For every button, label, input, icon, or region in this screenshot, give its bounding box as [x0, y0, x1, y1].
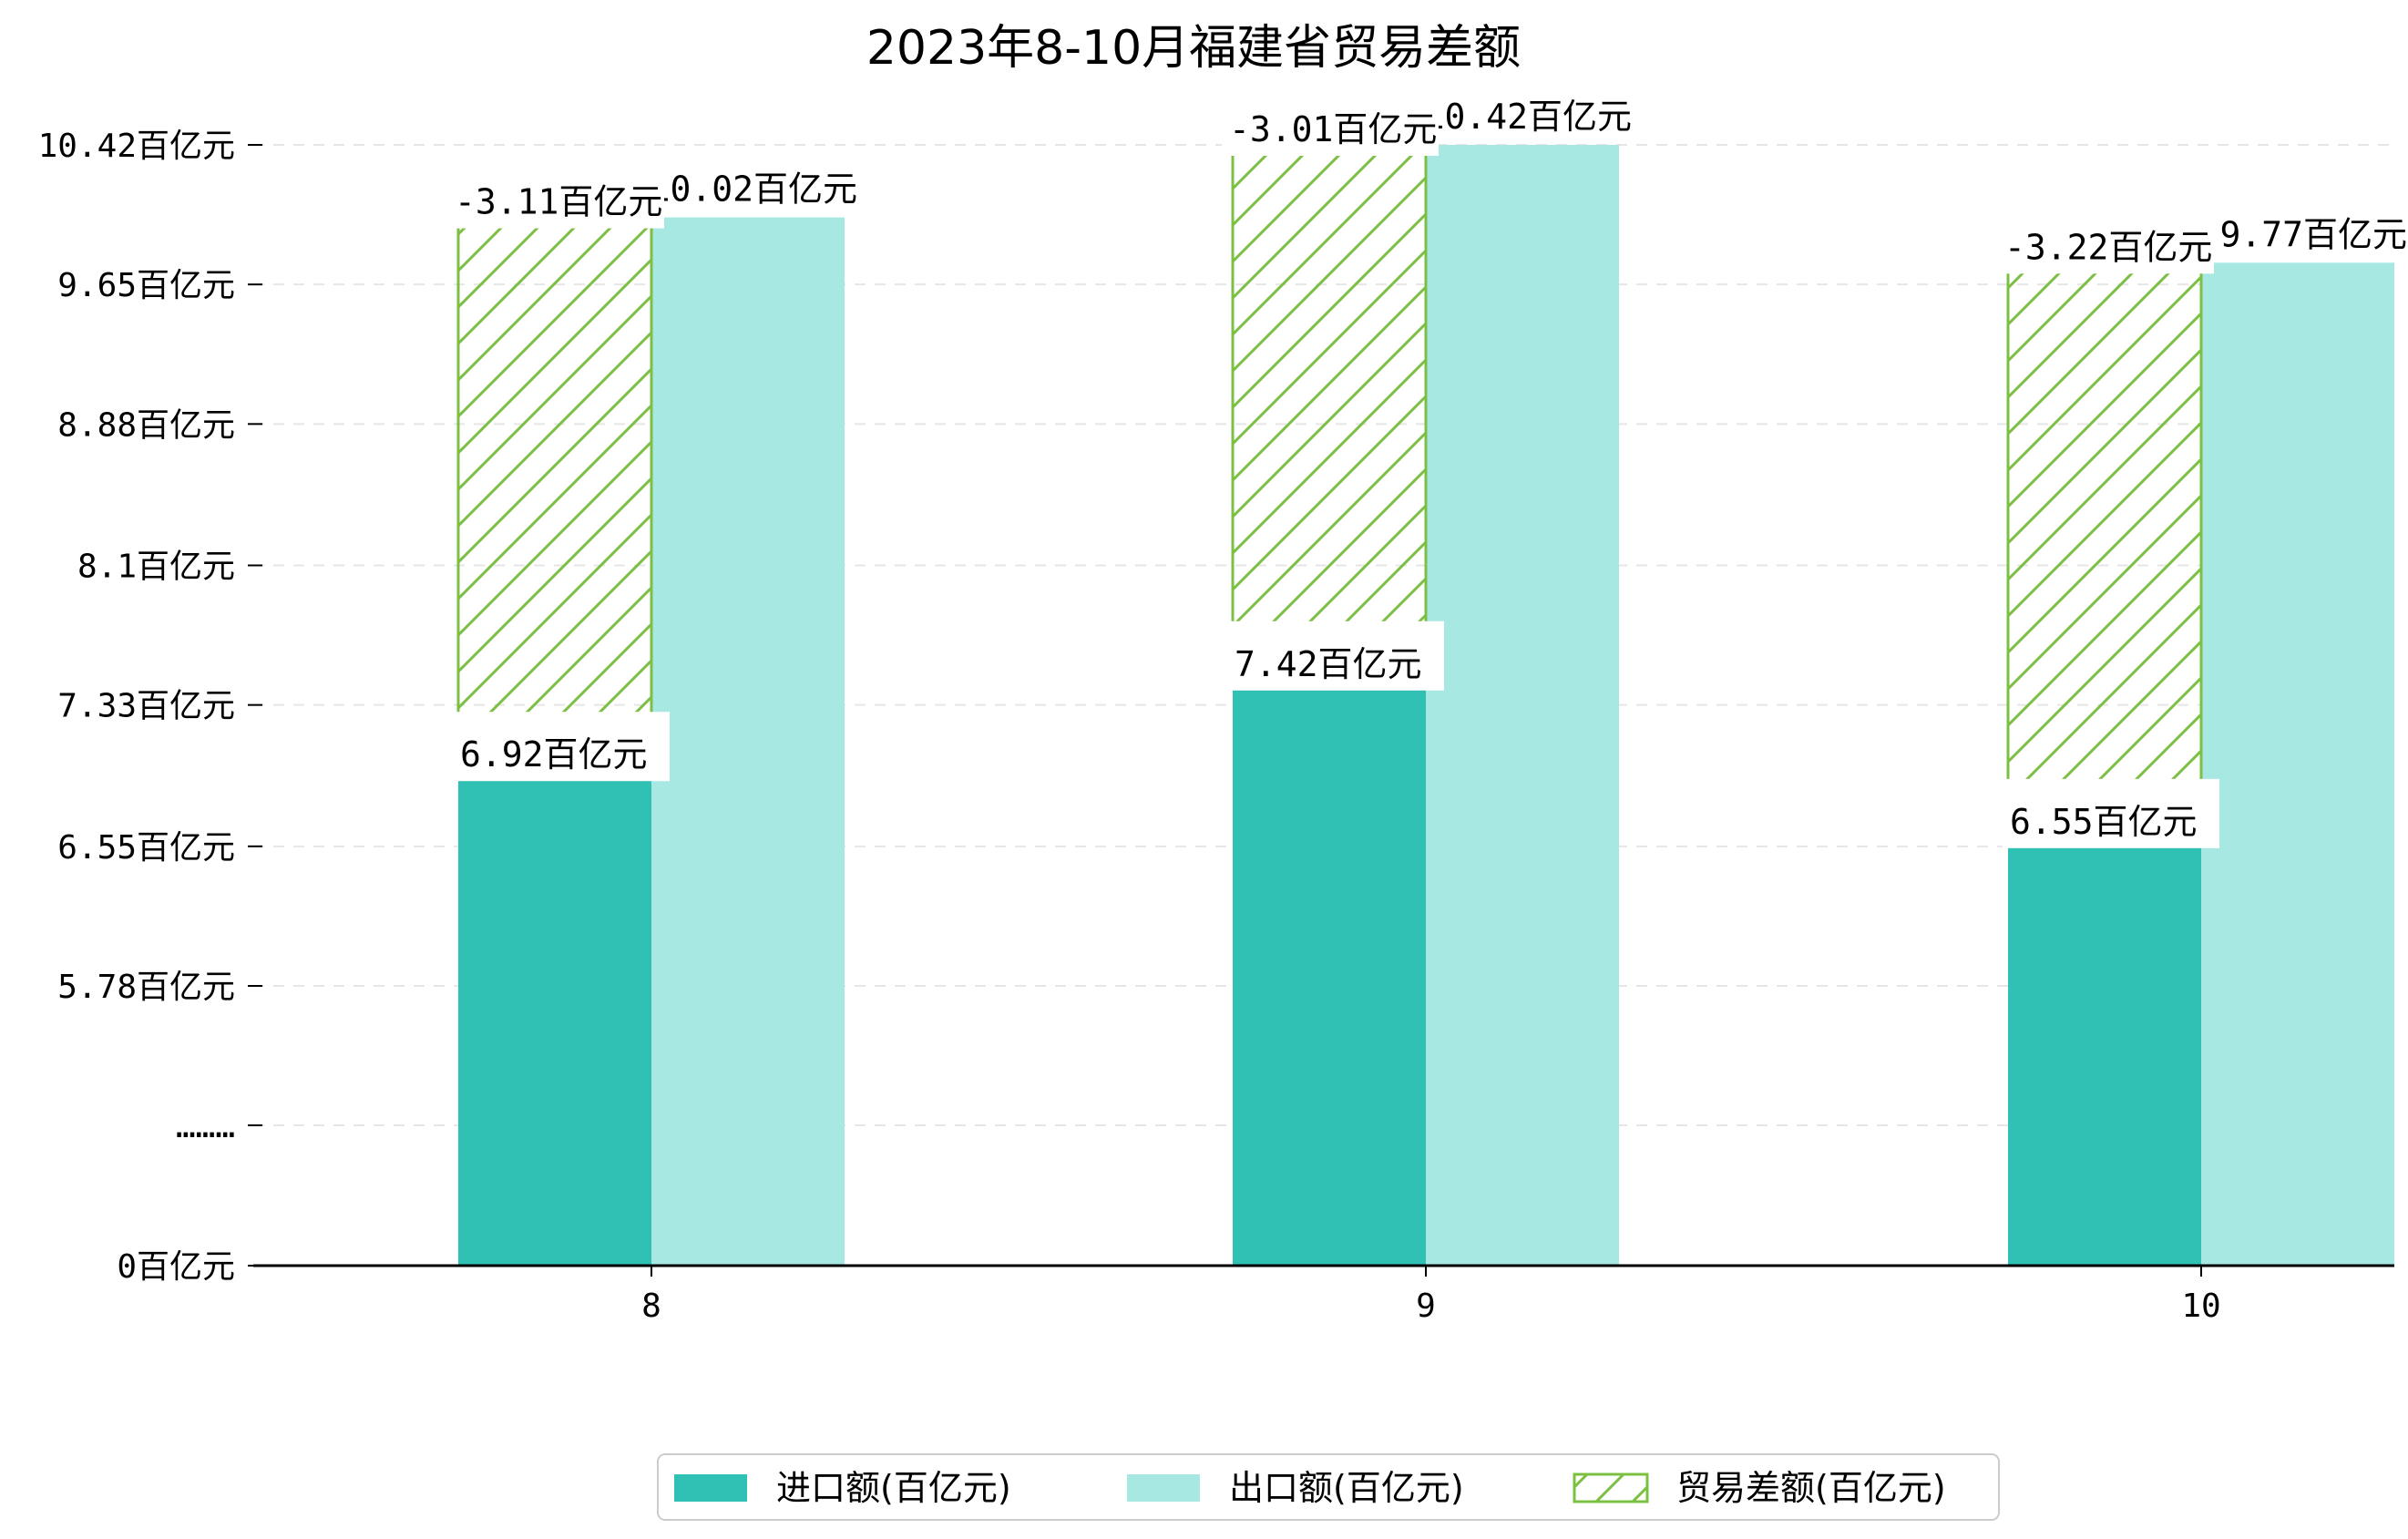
legend-box: 进口额(百亿元) 出口额(百亿元) 贸易差额(百亿元)	[657, 1453, 2000, 1521]
data-label: 10.02百亿元	[650, 169, 857, 210]
data-label-group: -3.11百亿元	[447, 164, 664, 229]
data-label: 10.42百亿元	[1424, 97, 1632, 137]
y-tick-label: 10.42百亿元	[38, 128, 235, 165]
data-label: -3.01百亿元	[1229, 109, 1437, 149]
y-tick-label: 9.65百亿元	[57, 267, 235, 304]
bars	[456, 143, 2394, 1266]
bar-import	[2008, 846, 2201, 1266]
data-label-group: 9.77百亿元	[2207, 204, 2408, 262]
data-label-bg	[2207, 204, 2408, 262]
data-label: -3.11百亿元	[455, 182, 662, 222]
data-label-bg	[1227, 621, 1444, 691]
legend-label: 贸易差额(百亿元)	[1676, 1468, 1946, 1508]
bar-import	[1233, 688, 1426, 1266]
data-label-group: 10.42百亿元	[1424, 87, 1637, 143]
bar-trade-balance	[456, 216, 653, 781]
data-labels: 10.02百亿元-3.11百亿元 6.92百亿元 10.42百亿元-3.01百亿元 7…	[447, 87, 2408, 848]
legend-swatch	[1127, 1474, 1200, 1502]
legend: 进口额(百亿元) 出口额(百亿元) 贸易差额(百亿元)	[657, 1453, 2000, 1521]
data-label-bg	[447, 164, 664, 229]
data-label: 6.55百亿元	[2010, 802, 2198, 842]
y-tick-label: 7.33百亿元	[57, 688, 235, 725]
data-label: 6.92百亿元	[460, 734, 648, 775]
x-tick-label: 9	[1416, 1288, 1436, 1325]
legend-label: 出口额(百亿元)	[1229, 1468, 1464, 1508]
data-label-group: 6.55百亿元	[2003, 778, 2219, 848]
legend-label: 进口额(百亿元)	[776, 1468, 1011, 1508]
data-label-bg	[2003, 778, 2219, 848]
y-tick-label: 8.1百亿元	[77, 549, 235, 586]
data-label-bg	[1222, 92, 1439, 156]
data-label-group: -3.01百亿元	[1222, 92, 1439, 156]
data-label: 7.42百亿元	[1235, 644, 1422, 684]
x-tick-label: 8	[641, 1288, 661, 1325]
data-label-group: 6.92百亿元	[453, 712, 670, 782]
data-label-group: 10.02百亿元	[650, 159, 863, 216]
data-label-bg	[453, 712, 670, 782]
legend-frame	[657, 1453, 2000, 1521]
axes: 0百亿元 ……… 5.78百亿元 6.55百亿元 7.33百亿元 8.1百亿元 8.88百亿…	[38, 128, 2394, 1325]
bar-trade-balance	[1231, 143, 1428, 691]
bar-import	[458, 779, 651, 1266]
data-label-bg	[657, 159, 863, 216]
x-tick-label: 10	[2181, 1288, 2220, 1325]
chart-title: 2023年8-10月福建省贸易差额	[866, 21, 1521, 76]
y-tick-label: 0百亿元	[117, 1248, 235, 1286]
bar-export	[2201, 262, 2394, 1266]
legend-swatch	[1573, 1472, 1649, 1503]
data-label: -3.22百亿元	[2004, 227, 2212, 267]
y-tick-label: 6.55百亿元	[57, 829, 235, 867]
y-tick-label: 5.78百亿元	[57, 969, 235, 1006]
y-tick-label: 8.88百亿元	[57, 406, 235, 444]
data-label-bg	[1431, 87, 1637, 143]
bar-export	[651, 217, 845, 1266]
legend-swatch	[674, 1474, 747, 1502]
data-label-group: 7.42百亿元	[1227, 621, 1444, 691]
data-label-group: -3.22百亿元	[1997, 210, 2214, 274]
data-label: 9.77百亿元	[2219, 214, 2407, 254]
data-label-bg	[1997, 210, 2214, 274]
bar-trade-balance	[2006, 261, 2203, 848]
bar-export	[1426, 145, 1619, 1266]
y-tick-label: ………	[176, 1108, 235, 1145]
